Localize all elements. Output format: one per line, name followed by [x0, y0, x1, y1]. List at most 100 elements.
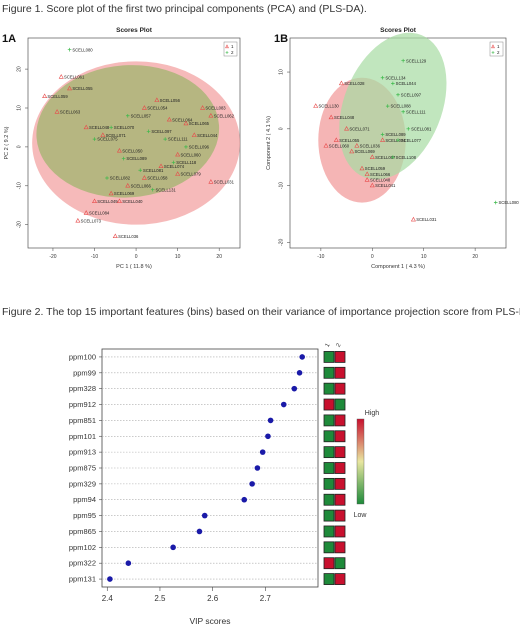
- group-1-point: [158, 163, 164, 169]
- group-1-point: [328, 114, 334, 120]
- x-tick-label: 2.6: [207, 594, 219, 603]
- point-label: SCELL084: [89, 211, 110, 216]
- group-1-point: [83, 210, 89, 215]
- point-label: SCELL056: [160, 98, 181, 103]
- heatmap-cell: [323, 493, 335, 506]
- group-1-point: [116, 198, 122, 204]
- feature-label: ppm913: [69, 448, 96, 457]
- group-1-point: [116, 147, 122, 153]
- legend-swatch-1: [225, 44, 229, 49]
- point-label: SCELL074: [385, 138, 406, 143]
- group-2-ellipse: [339, 32, 447, 180]
- group-1-point: [141, 105, 147, 110]
- x-tick-label: 20: [216, 254, 222, 260]
- heatmap-cell: [323, 398, 335, 411]
- group-2-point: [105, 176, 109, 180]
- group-1-point: [313, 103, 319, 108]
- group-2-point: [380, 132, 385, 137]
- group-1-point: [410, 216, 416, 222]
- group-1-point: [364, 177, 370, 182]
- heatmap-cell: [323, 477, 335, 490]
- heatmap-cell: [323, 446, 335, 459]
- figure1-caption: Figure 1. Score plot of the first two pr…: [2, 3, 367, 15]
- point-label: SCELL130: [319, 104, 340, 109]
- point-label: SCELL050: [122, 148, 143, 153]
- point-label: SCELL055: [72, 86, 93, 91]
- point-label: SCELL089: [126, 156, 147, 161]
- vip-point: [299, 354, 305, 360]
- point-label: SCELL044: [197, 133, 218, 138]
- feature-label: ppm912: [69, 400, 96, 409]
- group-2-point: [391, 155, 395, 159]
- heatmap-cell: [334, 430, 346, 443]
- point-label: SCELL089: [385, 132, 406, 137]
- colorbar: [356, 418, 365, 505]
- heatmap-cell: [334, 351, 346, 363]
- group-2-point: [138, 168, 143, 173]
- group-1-point: [141, 175, 147, 180]
- group-1-point: [364, 171, 370, 176]
- x-tick-label: 2.4: [102, 594, 114, 603]
- feature-label: ppm101: [69, 432, 96, 441]
- group-2-ellipse: [36, 65, 220, 198]
- vip-point: [170, 544, 176, 551]
- group-2-point: [184, 145, 188, 149]
- group-1-point: [183, 120, 189, 126]
- point-label: SCELL080: [72, 47, 93, 52]
- vip-point: [196, 528, 203, 535]
- point-label: SCELL071: [349, 126, 370, 131]
- feature-label: ppm865: [69, 527, 96, 536]
- group-1-point: [108, 190, 114, 196]
- vip-point: [254, 465, 261, 471]
- vip-score-plot: ppm100 ppm99 ppm328 ppm912 ppm851 ppm101 ppm91…: [69, 342, 380, 626]
- heatmap-cell: [334, 382, 346, 395]
- colorbar-high-label: High: [365, 410, 380, 417]
- group-1-point: [349, 148, 355, 154]
- group-2-point: [396, 138, 400, 142]
- point-label: SCELL071: [106, 133, 127, 138]
- point-label: SCELL131: [156, 187, 177, 192]
- point-label: SCELL031: [416, 217, 437, 222]
- group-2-point: [171, 160, 176, 165]
- point-label: SCELL028: [344, 81, 365, 86]
- point-label: SCELL066: [131, 183, 152, 188]
- point-label: SCELL036: [360, 143, 381, 148]
- group-1-point: [54, 109, 60, 114]
- heatmap-cell: [334, 446, 346, 459]
- group-2-point: [125, 113, 130, 118]
- plsda-scores-plot: Scores Plot -10 0 10 20 -20 -10 0 10 Component 1 …: [266, 27, 519, 270]
- group-1-point: [359, 165, 365, 171]
- y-axis-label: Component 2 ( 4.1 %): [266, 116, 272, 170]
- group-1-point: [83, 124, 89, 130]
- x-axis-label: Component 1 ( 4.3 %): [371, 264, 425, 270]
- group-1-point: [166, 116, 172, 122]
- point-label: SCELL118: [176, 160, 197, 165]
- group-2-point: [406, 127, 411, 131]
- pca-scores-plot: Scores Plot -20 -10 0 10 20 -20 -10 0 10 20 PC 1 ( …: [4, 27, 241, 270]
- legend-label-1: 1: [231, 44, 234, 49]
- point-label: SCELL069: [114, 191, 135, 196]
- y-tick-label: -10: [16, 182, 22, 189]
- point-label: SCELL062: [214, 113, 235, 118]
- point-label: SCELL054: [147, 106, 168, 111]
- heatmap-cell: [334, 525, 346, 538]
- y-tick-label: 20: [16, 66, 22, 72]
- group-1-point: [91, 198, 98, 204]
- heatmap-cell: [334, 541, 346, 554]
- heatmap-cell: [334, 573, 346, 585]
- feature-label: ppm322: [69, 559, 96, 568]
- x-tick-label: 10: [421, 254, 427, 260]
- vip-point: [125, 560, 132, 566]
- point-label: SCELL044: [396, 81, 417, 86]
- group-1-point: [42, 93, 48, 99]
- group-1-point: [175, 151, 181, 157]
- vip-point: [201, 512, 208, 519]
- group-1-point: [380, 137, 386, 142]
- point-label: SCELL040: [122, 199, 143, 204]
- point-label: SCELL069: [355, 149, 376, 154]
- point-label: SCELL049: [97, 199, 118, 204]
- group-2-point: [109, 125, 113, 130]
- group-1-point: [125, 182, 131, 188]
- plot-title: Scores Plot: [380, 27, 417, 34]
- heatmap-cell: [323, 430, 335, 443]
